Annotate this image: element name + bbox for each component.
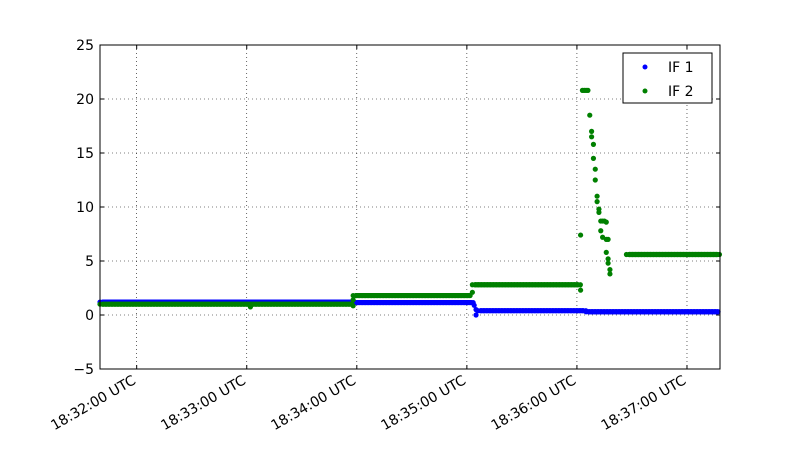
- legend: IF 1 IF 2: [622, 52, 713, 104]
- y-tick-label: −5: [73, 362, 94, 378]
- data-point: [350, 297, 356, 303]
- legend-marker-if1: [642, 64, 648, 70]
- data-point: [605, 236, 611, 242]
- data-point: [715, 309, 721, 315]
- grid: [100, 45, 720, 369]
- data-point: [607, 271, 613, 277]
- legend-label-if2: IF 2: [668, 84, 694, 100]
- data-point: [607, 267, 613, 273]
- data-point: [603, 219, 609, 225]
- data-point: [588, 128, 595, 134]
- y-tick-label: 20: [76, 92, 94, 108]
- data-point: [577, 287, 584, 293]
- legend-marker-if2: [642, 88, 648, 94]
- y-tick-label: 15: [76, 146, 94, 162]
- data-point: [588, 134, 595, 140]
- legend-box: [622, 52, 713, 104]
- data-point: [590, 141, 597, 147]
- data-point: [594, 193, 600, 199]
- data-point: [594, 199, 600, 205]
- data-point: [598, 228, 604, 234]
- plot-marks: [97, 87, 723, 318]
- data-point: [596, 209, 602, 215]
- data-point: [473, 312, 479, 318]
- y-tick-label: 25: [76, 38, 94, 54]
- data-point: [592, 177, 598, 183]
- data-point: [592, 166, 598, 172]
- data-point: [469, 289, 475, 295]
- data-point: [350, 303, 356, 309]
- y-tick-label: 10: [76, 200, 94, 216]
- data-point: [577, 232, 584, 238]
- y-tick-label: 5: [85, 254, 94, 270]
- data-point: [473, 307, 479, 313]
- data-point: [605, 256, 611, 262]
- y-tick-label: 0: [85, 308, 94, 324]
- data-point: [590, 155, 597, 161]
- data-point: [577, 282, 583, 288]
- data-point: [603, 249, 609, 255]
- data-point: [587, 112, 593, 118]
- data-point: [585, 87, 591, 93]
- data-point: [247, 304, 254, 310]
- data-point: [605, 260, 611, 266]
- data-point: [471, 302, 477, 308]
- series-if-2: [97, 87, 723, 310]
- legend-label-if1: IF 1: [668, 60, 694, 76]
- data-point: [716, 251, 723, 258]
